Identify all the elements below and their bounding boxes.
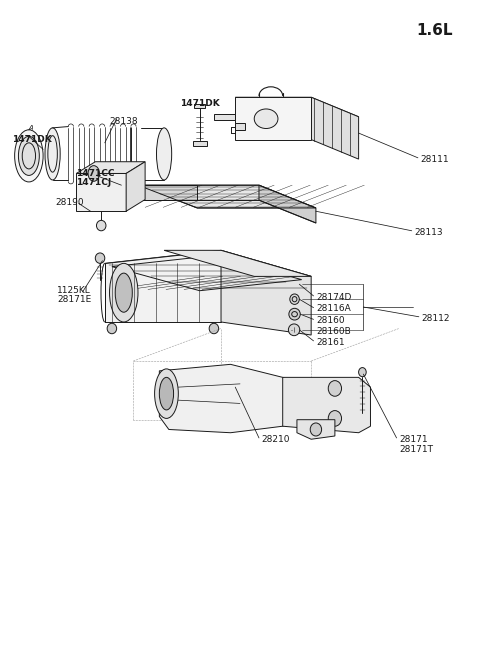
Text: 28111: 28111 xyxy=(420,154,449,164)
Text: 28113: 28113 xyxy=(415,227,443,237)
Ellipse shape xyxy=(155,369,179,419)
Polygon shape xyxy=(235,97,311,139)
Text: 1.6L: 1.6L xyxy=(416,23,453,38)
Ellipse shape xyxy=(328,411,342,426)
Text: 28171E: 28171E xyxy=(57,296,92,304)
Ellipse shape xyxy=(96,253,105,263)
Ellipse shape xyxy=(310,423,322,436)
Ellipse shape xyxy=(288,324,300,336)
Text: 28160: 28160 xyxy=(316,316,345,325)
Polygon shape xyxy=(311,97,359,159)
Polygon shape xyxy=(105,250,311,290)
Text: 28161: 28161 xyxy=(316,338,345,347)
Ellipse shape xyxy=(18,136,39,175)
Ellipse shape xyxy=(96,220,106,231)
Ellipse shape xyxy=(290,294,300,304)
Text: 28138: 28138 xyxy=(109,117,138,126)
Ellipse shape xyxy=(156,128,172,180)
Ellipse shape xyxy=(254,109,278,129)
Text: 1471CJ: 1471CJ xyxy=(76,178,111,187)
Ellipse shape xyxy=(14,130,43,182)
Text: 28171: 28171 xyxy=(399,435,428,443)
Polygon shape xyxy=(235,124,245,130)
Ellipse shape xyxy=(88,166,99,181)
Polygon shape xyxy=(126,162,145,212)
Text: 28160B: 28160B xyxy=(316,327,351,336)
Text: 28116A: 28116A xyxy=(316,304,351,313)
Polygon shape xyxy=(283,377,371,433)
Ellipse shape xyxy=(107,323,117,334)
Polygon shape xyxy=(235,97,359,117)
Ellipse shape xyxy=(159,377,174,410)
Text: 1471DK: 1471DK xyxy=(180,99,219,108)
Text: 28171T: 28171T xyxy=(399,445,433,453)
Polygon shape xyxy=(192,141,207,146)
Polygon shape xyxy=(105,250,221,322)
Ellipse shape xyxy=(209,323,219,334)
Polygon shape xyxy=(214,114,235,120)
Text: 1471DK: 1471DK xyxy=(12,135,52,144)
Ellipse shape xyxy=(328,380,342,396)
Polygon shape xyxy=(259,185,316,223)
Polygon shape xyxy=(76,162,145,173)
Ellipse shape xyxy=(289,308,300,320)
Polygon shape xyxy=(164,250,311,277)
Text: 28210: 28210 xyxy=(262,435,290,443)
Text: 28112: 28112 xyxy=(421,313,450,323)
Text: 1471CC: 1471CC xyxy=(76,169,115,178)
Ellipse shape xyxy=(115,176,126,192)
Polygon shape xyxy=(159,365,297,433)
Ellipse shape xyxy=(109,263,138,322)
Polygon shape xyxy=(76,173,126,212)
Ellipse shape xyxy=(359,367,366,376)
Polygon shape xyxy=(194,104,205,108)
Text: 28174D: 28174D xyxy=(316,293,351,302)
Text: 1125KL: 1125KL xyxy=(57,286,91,295)
Text: 28190: 28190 xyxy=(55,198,84,206)
Ellipse shape xyxy=(45,128,60,180)
Polygon shape xyxy=(297,420,335,440)
Polygon shape xyxy=(138,185,316,208)
Polygon shape xyxy=(221,250,311,335)
Polygon shape xyxy=(138,185,197,200)
Ellipse shape xyxy=(115,273,132,312)
